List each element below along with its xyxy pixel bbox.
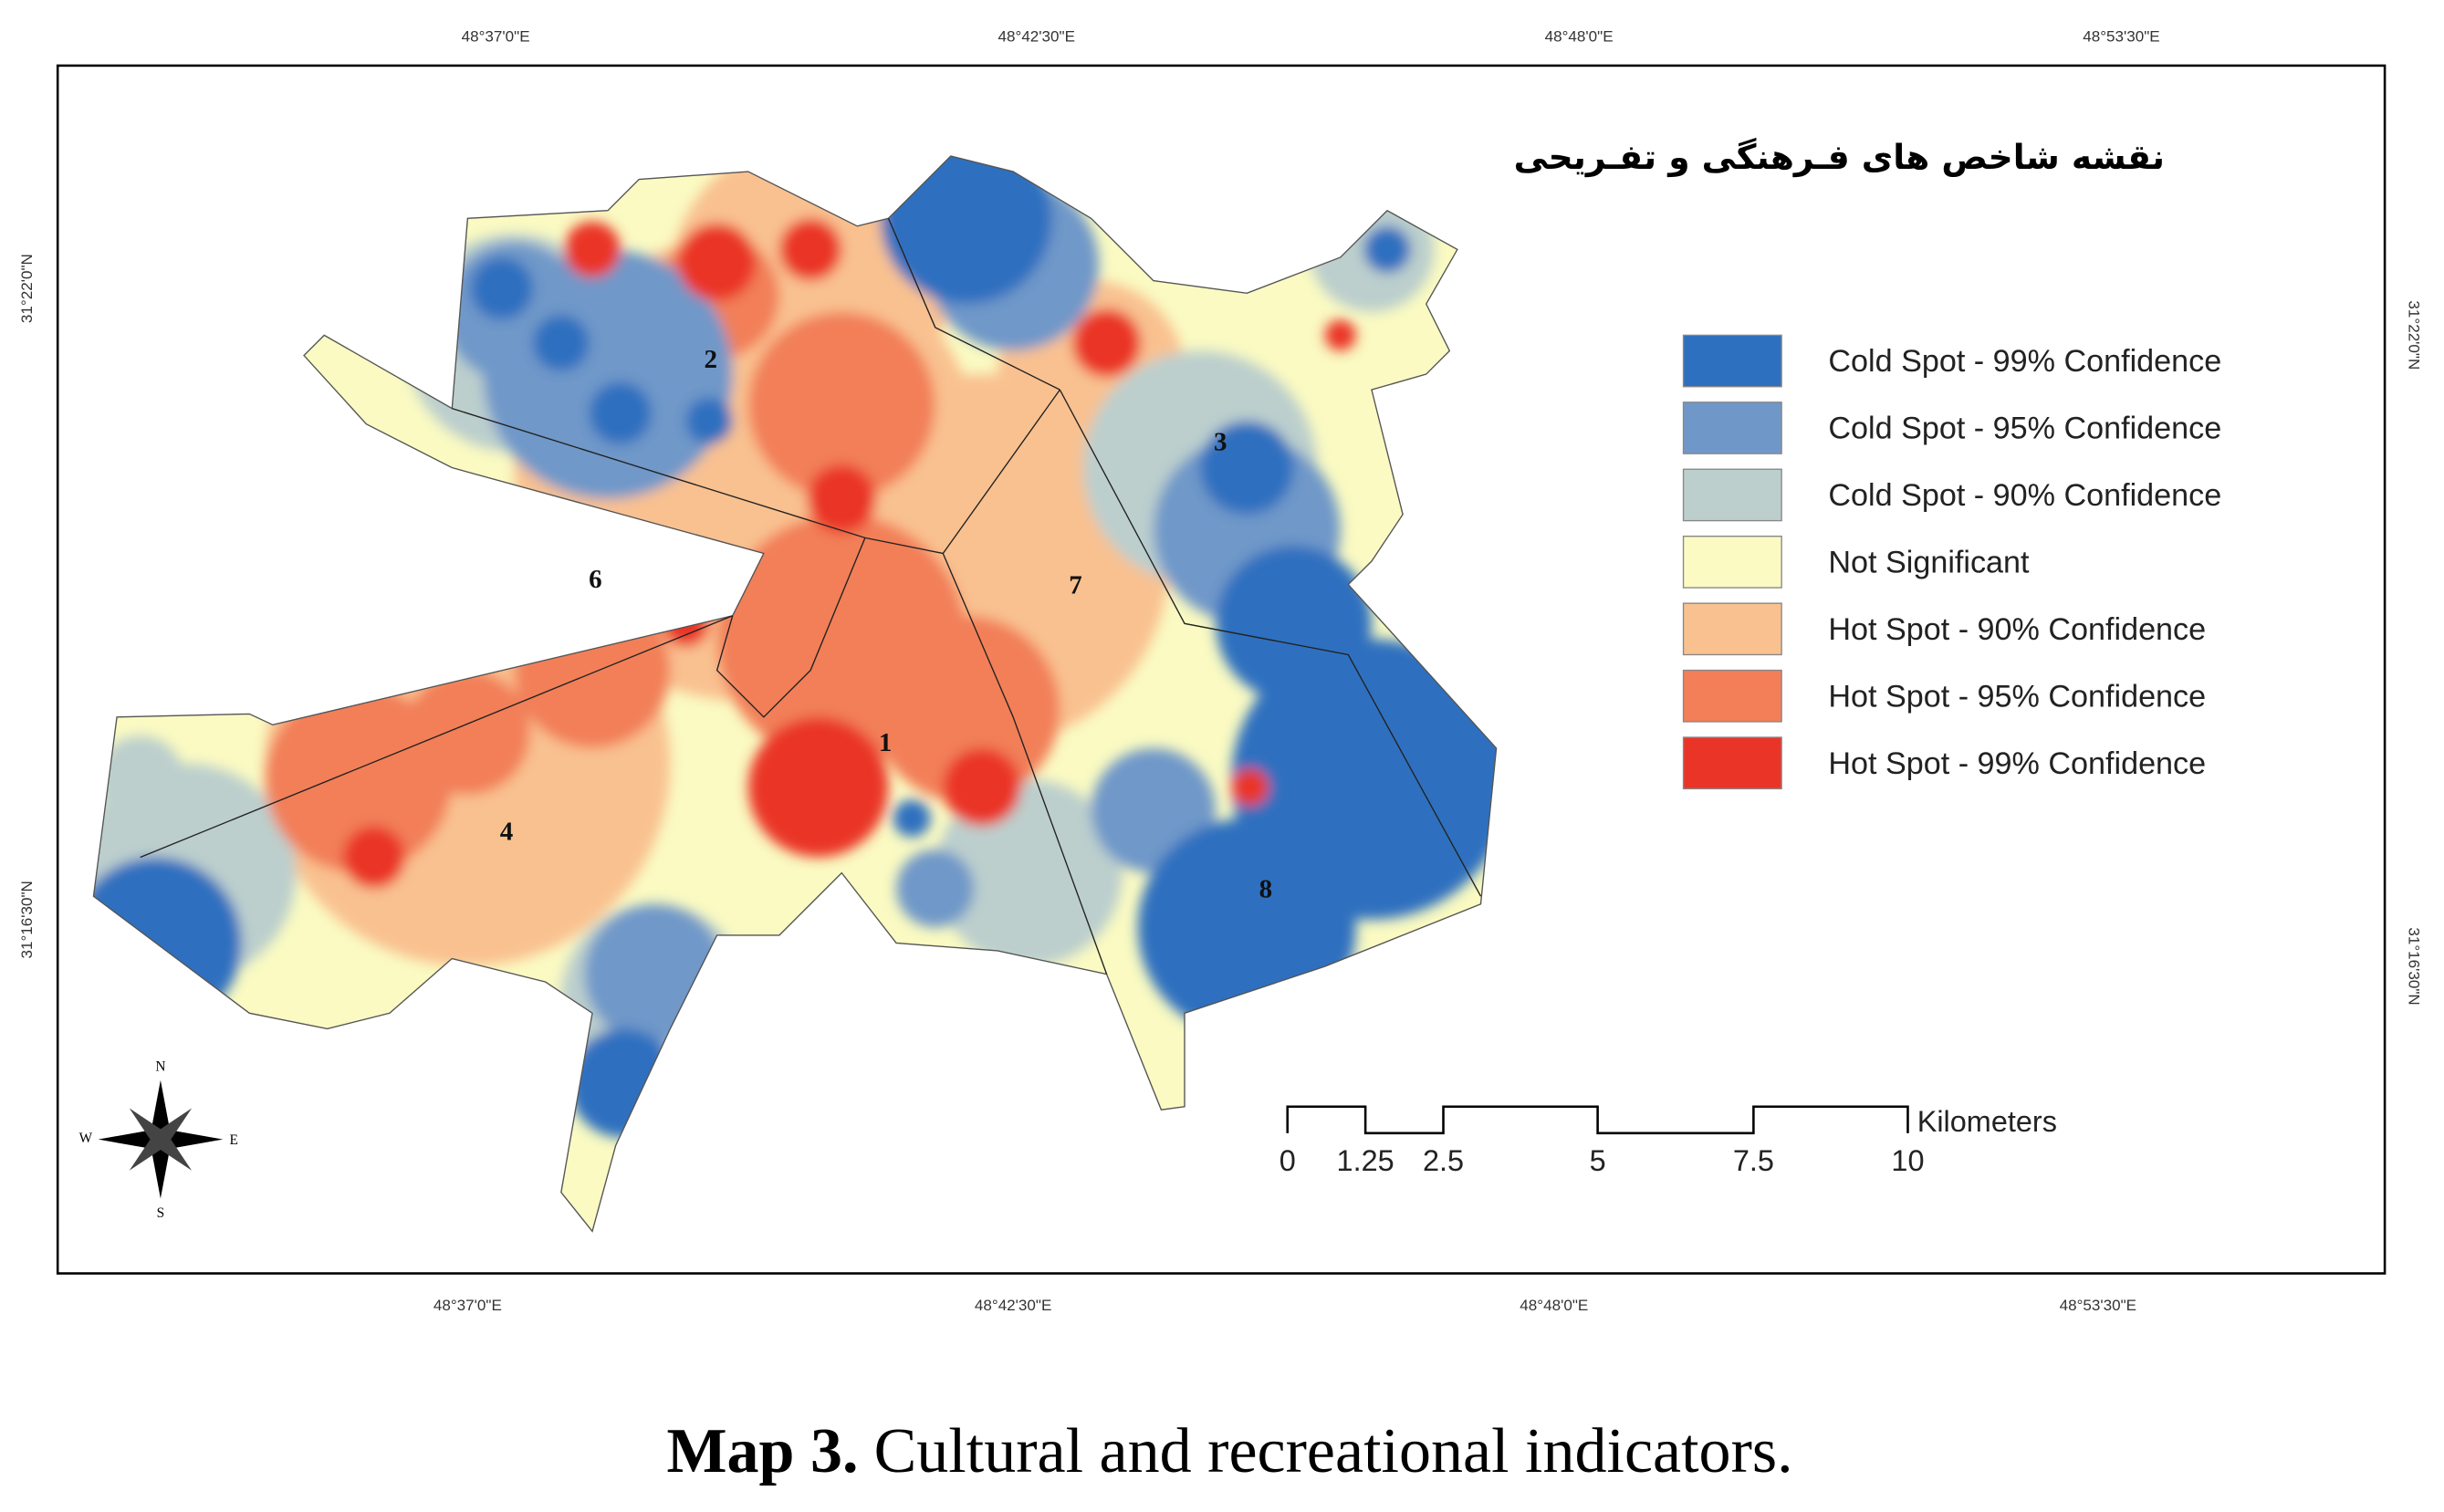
scale-tick-label: 1.25 bbox=[1337, 1144, 1394, 1177]
hotspot-blob bbox=[778, 218, 842, 281]
compass-north: N bbox=[155, 1059, 165, 1075]
hotspot-blob bbox=[342, 826, 406, 889]
latitude-label: 31°22'0"N bbox=[18, 254, 36, 323]
hotspot-blob bbox=[405, 670, 530, 796]
hotspot-blob bbox=[533, 315, 590, 371]
legend-label: Cold Spot - 99% Confidence bbox=[1828, 344, 2221, 379]
legend-label: Cold Spot - 90% Confidence bbox=[1828, 478, 2221, 513]
hotspot-blob bbox=[1231, 768, 1269, 807]
legend-label: Hot Spot - 90% Confidence bbox=[1828, 612, 2206, 647]
scale-tick-label: 7.5 bbox=[1733, 1144, 1774, 1177]
district-number: 8 bbox=[1259, 875, 1273, 904]
map-title: نقشه شاخص های فـرهنگی و تفـریحی bbox=[1514, 137, 2165, 177]
hotspot-blob bbox=[677, 223, 757, 301]
hotspot-blob bbox=[807, 464, 876, 534]
latitude-label: 31°22'0"N bbox=[2405, 300, 2422, 370]
hotspot-blob bbox=[589, 381, 652, 444]
compass-point bbox=[154, 1108, 193, 1146]
legend-swatch bbox=[1682, 401, 1782, 454]
longitude-label: 48°37'0"E bbox=[433, 1297, 502, 1314]
legend-label: Cold Spot - 95% Confidence bbox=[1828, 412, 2221, 446]
caption-text: Cultural and recreational indicators. bbox=[874, 1416, 1793, 1486]
hotspot-blob bbox=[1324, 319, 1356, 351]
longitude-label: 48°48'0"E bbox=[1520, 1297, 1588, 1314]
district-number: 4 bbox=[500, 818, 514, 847]
hotspot-blob bbox=[564, 221, 621, 278]
boundary bbox=[887, 218, 1060, 391]
legend-swatch bbox=[1682, 536, 1782, 589]
scale-tick-label: 5 bbox=[1590, 1144, 1606, 1177]
latitude-label: 31°16'30"N bbox=[18, 881, 36, 958]
compass-south: S bbox=[157, 1205, 165, 1221]
boundary bbox=[715, 537, 866, 718]
compass-point bbox=[151, 1139, 171, 1199]
north-arrow bbox=[98, 1079, 224, 1199]
scale-tick-label: 10 bbox=[1891, 1144, 1924, 1177]
district-number: 3 bbox=[1214, 428, 1227, 457]
longitude-label: 48°42'30"E bbox=[998, 28, 1075, 46]
city-outline bbox=[92, 155, 1498, 1233]
hotspot-blob bbox=[1072, 308, 1142, 378]
district-number: 7 bbox=[1069, 571, 1082, 600]
scale-tick-label: 0 bbox=[1279, 1144, 1296, 1177]
hotspot-blob bbox=[1200, 421, 1294, 515]
compass-point bbox=[160, 1130, 224, 1149]
compass-point bbox=[98, 1130, 161, 1149]
boundary bbox=[942, 553, 1108, 975]
longitude-label: 48°42'30"E bbox=[975, 1297, 1051, 1314]
caption: Map 3. Cultural and recreational indicato… bbox=[666, 1416, 1792, 1486]
latitude-label: 31°16'30"N bbox=[2405, 927, 2422, 1005]
boundary bbox=[452, 389, 1060, 555]
compass-point bbox=[129, 1132, 167, 1171]
hotspot-blob bbox=[470, 256, 534, 320]
hotspot-blob bbox=[747, 311, 935, 499]
legend-label: Not Significant bbox=[1828, 545, 2030, 579]
legend-label: Hot Spot - 95% Confidence bbox=[1828, 679, 2206, 714]
scale-bar bbox=[1286, 1105, 1909, 1135]
legend-swatch bbox=[1682, 602, 1782, 656]
legend-label: Hot Spot - 99% Confidence bbox=[1828, 746, 2206, 781]
longitude-label: 48°37'0"E bbox=[462, 28, 530, 46]
hotspot-blob bbox=[747, 716, 889, 858]
hotspot-blob bbox=[1216, 545, 1372, 702]
hotspot-blob bbox=[943, 747, 1021, 827]
longitude-label: 48°53'30"E bbox=[2083, 28, 2159, 46]
legend-swatch bbox=[1682, 334, 1782, 388]
scale-tick-label: 2.5 bbox=[1423, 1144, 1464, 1177]
hotspot-blob bbox=[96, 735, 184, 823]
longitude-label: 48°53'30"E bbox=[2060, 1297, 2136, 1314]
legend-swatch bbox=[1682, 468, 1782, 522]
hotspot-blob bbox=[872, 615, 1060, 803]
hotspot-blob bbox=[896, 849, 975, 928]
hotspot-blob bbox=[1363, 225, 1411, 274]
legend-swatch bbox=[1682, 669, 1782, 723]
compass-east: E bbox=[229, 1132, 237, 1148]
hotspot-blob bbox=[685, 397, 733, 444]
longitude-label: 48°48'0"E bbox=[1545, 28, 1614, 46]
district-boundaries bbox=[140, 218, 1482, 975]
compass-west: W bbox=[79, 1131, 93, 1146]
legend-swatch bbox=[1682, 736, 1782, 790]
boundary bbox=[140, 615, 733, 859]
hotspot-blob bbox=[893, 799, 931, 838]
compass-point bbox=[151, 1079, 171, 1140]
scale-unit: Kilometers bbox=[1917, 1105, 2057, 1138]
district-number: 1 bbox=[879, 728, 893, 757]
district-number: 6 bbox=[589, 565, 602, 594]
caption-label: Map 3. bbox=[666, 1416, 858, 1486]
boundary bbox=[1059, 389, 1482, 897]
district-number: 2 bbox=[705, 345, 718, 374]
